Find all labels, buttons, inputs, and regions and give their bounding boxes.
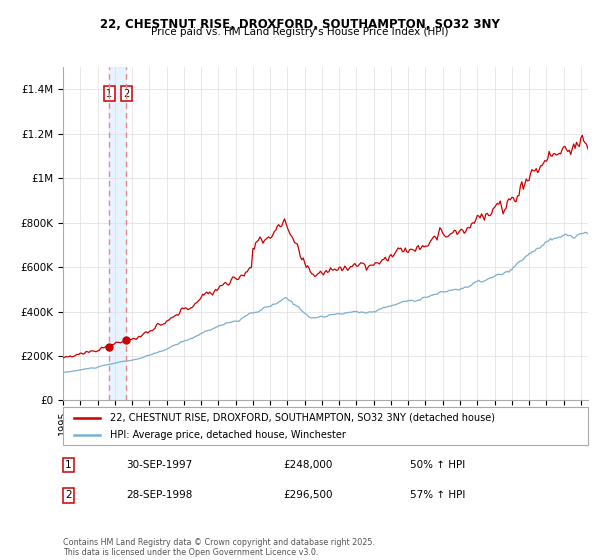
Text: 1: 1 — [106, 89, 112, 99]
Text: Contains HM Land Registry data © Crown copyright and database right 2025.
This d: Contains HM Land Registry data © Crown c… — [63, 538, 375, 557]
Text: Price paid vs. HM Land Registry's House Price Index (HPI): Price paid vs. HM Land Registry's House … — [151, 27, 449, 37]
Text: 2: 2 — [65, 491, 71, 501]
Text: 30-SEP-1997: 30-SEP-1997 — [126, 460, 192, 470]
Text: 28-SEP-1998: 28-SEP-1998 — [126, 491, 193, 501]
FancyBboxPatch shape — [63, 407, 588, 445]
Text: 50% ↑ HPI: 50% ↑ HPI — [409, 460, 465, 470]
Text: HPI: Average price, detached house, Winchester: HPI: Average price, detached house, Winc… — [110, 430, 346, 440]
Text: 2: 2 — [123, 89, 130, 99]
Text: 22, CHESTNUT RISE, DROXFORD, SOUTHAMPTON, SO32 3NY: 22, CHESTNUT RISE, DROXFORD, SOUTHAMPTON… — [100, 18, 500, 31]
Text: 1: 1 — [65, 460, 71, 470]
Text: £296,500: £296,500 — [284, 491, 333, 501]
Bar — [109, 67, 126, 400]
Text: 57% ↑ HPI: 57% ↑ HPI — [409, 491, 465, 501]
Text: 22, CHESTNUT RISE, DROXFORD, SOUTHAMPTON, SO32 3NY (detached house): 22, CHESTNUT RISE, DROXFORD, SOUTHAMPTON… — [110, 413, 495, 423]
Text: £248,000: £248,000 — [284, 460, 333, 470]
